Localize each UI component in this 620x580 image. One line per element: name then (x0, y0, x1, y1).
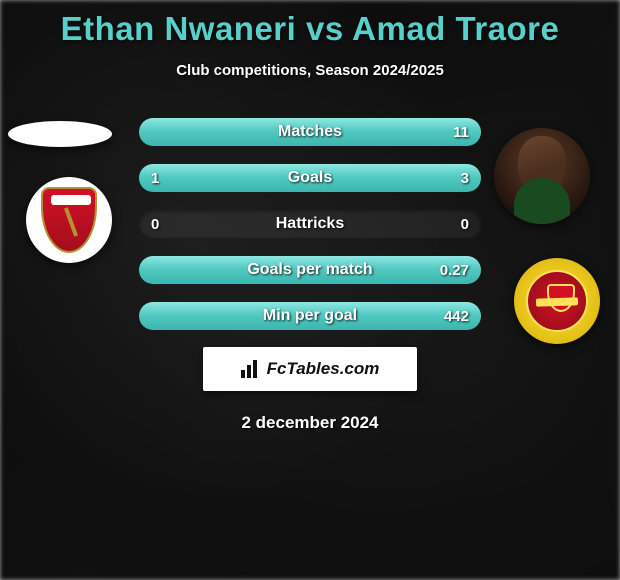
arsenal-crest-icon (41, 187, 97, 253)
stat-value-right: 11 (453, 118, 469, 146)
man-united-crest-icon (526, 270, 588, 332)
player-right-avatar (494, 128, 590, 224)
stat-label: Goals per match (139, 256, 481, 284)
player-left-avatar (8, 121, 112, 147)
stat-value-right: 0.27 (440, 256, 469, 284)
stat-value-right: 3 (461, 164, 469, 192)
stat-value-right: 0 (461, 210, 469, 238)
stat-label: Matches (139, 118, 481, 146)
club-right-crest (514, 258, 600, 344)
stat-row: Hattricks0 0 (138, 209, 482, 239)
stat-row: Matches11 (138, 117, 482, 147)
stat-row: Min per goal442 (138, 301, 482, 331)
stat-value-left: 0 (151, 210, 159, 238)
club-left-crest (26, 177, 112, 263)
comparison-title: Ethan Nwaneri vs Amad Traore (0, 10, 620, 48)
stat-label: Min per goal (139, 302, 481, 330)
player-right-head (518, 136, 566, 194)
stat-value-right: 442 (444, 302, 469, 330)
stat-value-left: 1 (151, 164, 159, 192)
stat-row: Goals1 3 (138, 163, 482, 193)
stat-label: Hattricks (139, 210, 481, 238)
stat-row: Goals per match0.27 (138, 255, 482, 285)
comparison-date: 2 december 2024 (0, 413, 620, 433)
stat-label: Goals (139, 164, 481, 192)
fctables-badge: FcTables.com (203, 347, 417, 391)
fctables-label: FcTables.com (267, 359, 380, 379)
bars-icon (241, 360, 261, 378)
comparison-subtitle: Club competitions, Season 2024/2025 (0, 62, 620, 79)
content: Ethan Nwaneri vs Amad Traore Club compet… (0, 0, 620, 580)
